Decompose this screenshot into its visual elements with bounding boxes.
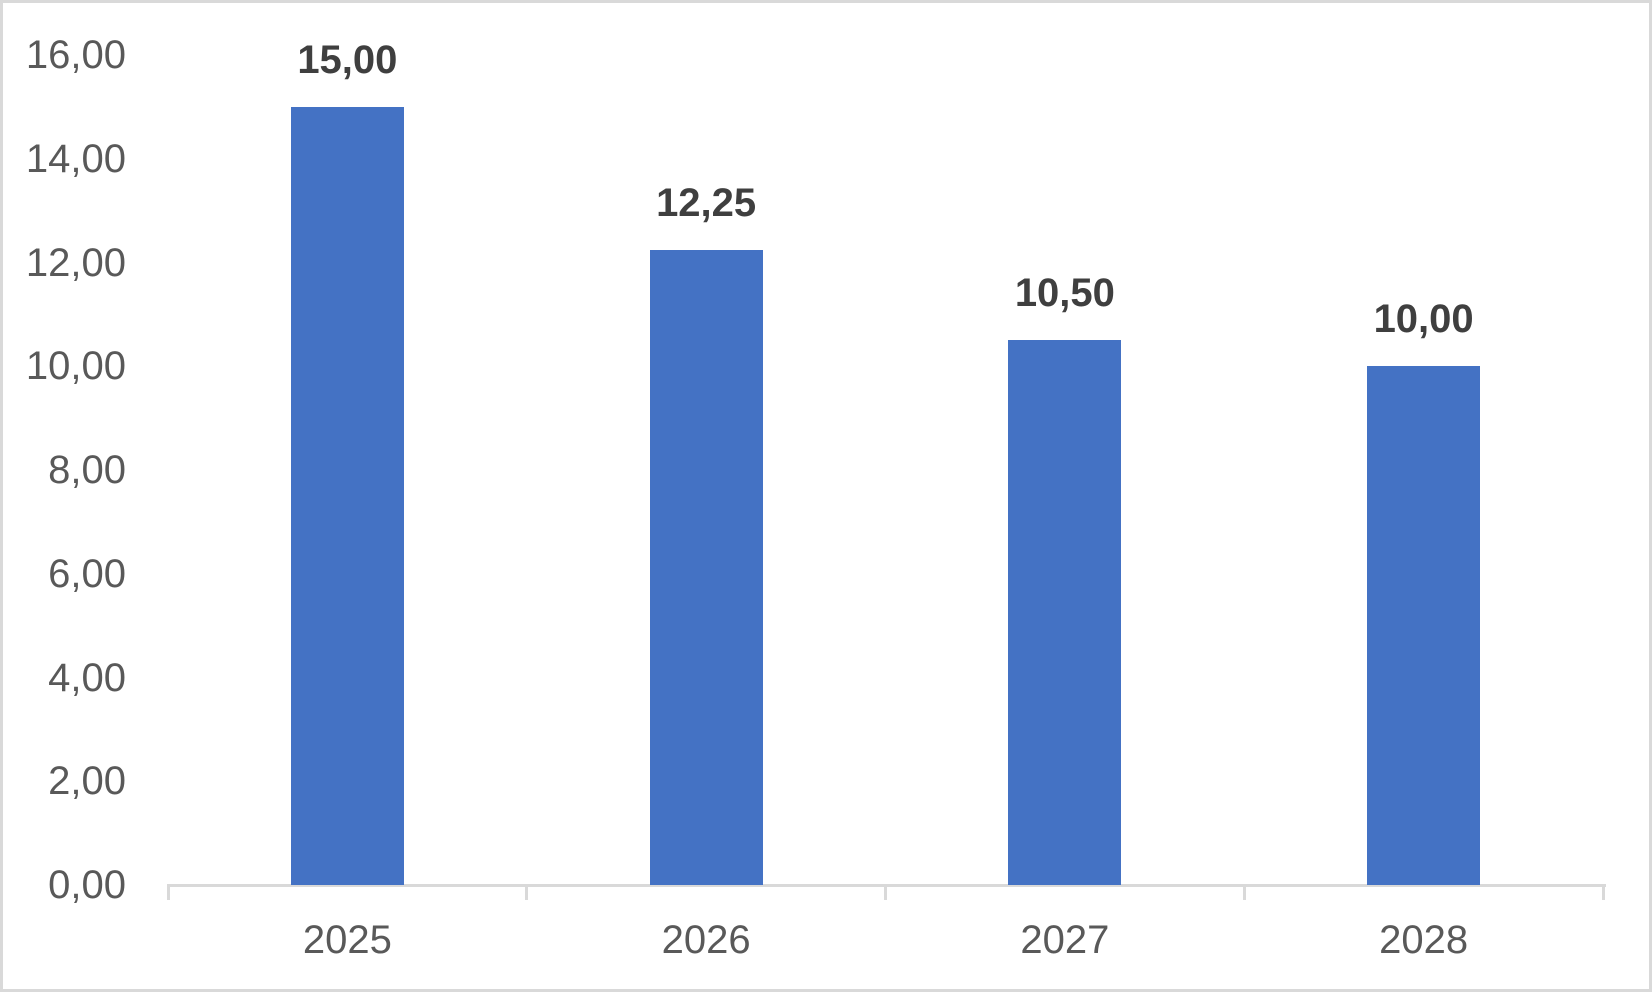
plot-area: 0,00 2,00 4,00 6,00 8,00 10,00 12,00 14,00 16,00…: [3, 3, 1649, 989]
y-axis-tick-label: 10,00: [25, 344, 126, 389]
x-axis-tick: [884, 884, 887, 900]
bar-value-label-2025: 15,00: [297, 37, 398, 82]
bar-2025: [290, 106, 404, 885]
y-axis-tick-label: 14,00: [25, 136, 126, 181]
x-axis-label-2028: 2028: [1379, 918, 1469, 962]
y-axis-tick-label: 16,00: [25, 33, 126, 77]
bar-2027: [1008, 340, 1122, 885]
y-axis-tick-label: 2,00: [48, 759, 126, 804]
x-axis-tick: [1242, 884, 1246, 900]
x-axis-tick: [525, 884, 529, 900]
x-axis-tick: [166, 884, 170, 900]
x-axis-label-2025: 2025: [302, 918, 392, 962]
y-axis-tick-label: 8,00: [48, 448, 126, 492]
bar-2026: [649, 249, 763, 885]
bar-value-label-2026: 12,25: [656, 180, 757, 225]
x-axis-label-2027: 2027: [1020, 918, 1110, 962]
bar-value-label-2028: 10,00: [1373, 297, 1474, 342]
y-axis-tick-label: 4,00: [48, 655, 126, 700]
y-axis-tick-label: 6,00: [48, 551, 126, 596]
y-axis-tick-label: 0,00: [48, 863, 126, 907]
bar-2028: [1367, 366, 1481, 885]
y-axis-tick-label: 12,00: [25, 240, 126, 285]
x-axis-tick: [1601, 884, 1605, 900]
bar-value-label-2027: 10,50: [1014, 271, 1115, 316]
x-axis-label-2026: 2026: [661, 918, 751, 962]
x-axis-line: [168, 884, 1606, 887]
